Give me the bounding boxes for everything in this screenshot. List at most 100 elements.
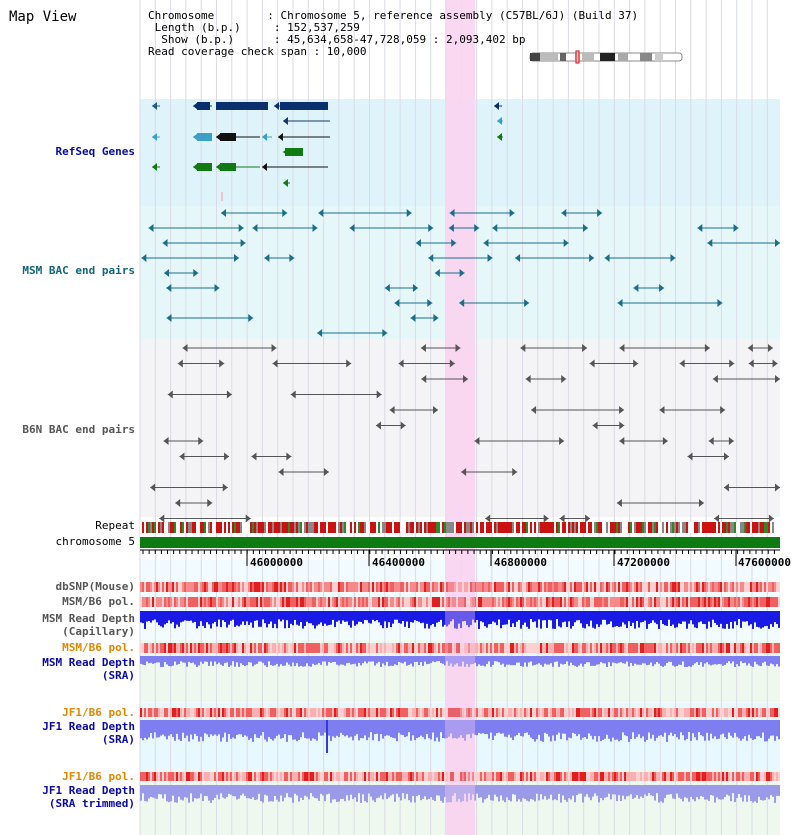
- polymorphism-bin: [556, 708, 558, 717]
- polymorphism-bin: [772, 582, 774, 592]
- dbsnp-track-label[interactable]: dbSNP(Mouse): [55, 580, 135, 593]
- msm-pol-sra-label[interactable]: MSM/B6 pol.: [62, 641, 135, 654]
- polymorphism-bin: [700, 643, 702, 653]
- repeat-block: [376, 522, 378, 533]
- read-depth-bin: [190, 611, 192, 621]
- polymorphism-bin: [354, 582, 356, 592]
- bac-end-marker: [410, 314, 416, 322]
- bac-end-marker: [697, 224, 703, 232]
- polymorphism-bin: [618, 597, 620, 607]
- polymorphism-bin: [752, 643, 754, 653]
- b6n-bac-track-label[interactable]: B6N BAC end pairs: [22, 423, 135, 436]
- polymorphism-bin: [308, 772, 310, 781]
- jf1-depth-sra-label-1[interactable]: JF1 Read Depth: [42, 720, 135, 733]
- read-depth-bin: [438, 656, 440, 662]
- polymorphism-bin: [614, 643, 616, 653]
- refseq-track-label[interactable]: RefSeq Genes: [55, 145, 135, 158]
- read-depth-bin: [700, 785, 702, 797]
- polymorphism-bin: [546, 708, 548, 717]
- polymorphism-bin: [464, 643, 466, 653]
- read-depth-bin: [670, 656, 672, 662]
- read-depth-bin: [666, 785, 668, 795]
- repeat-block: [294, 522, 296, 533]
- read-depth-bin: [416, 720, 418, 739]
- read-depth-bin: [404, 785, 406, 799]
- read-depth-bin: [476, 785, 478, 794]
- read-depth-bin: [194, 611, 196, 622]
- polymorphism-bin: [206, 582, 208, 592]
- polymorphism-bin: [590, 708, 592, 717]
- read-depth-bin: [212, 785, 214, 801]
- repeat-block: [544, 522, 546, 533]
- read-depth-bin: [474, 611, 476, 623]
- bac-end-marker: [394, 299, 400, 307]
- bac-end-marker: [633, 359, 639, 368]
- polymorphism-bin: [466, 643, 468, 653]
- polymorphism-bin: [440, 772, 442, 781]
- polymorphism-bin: [494, 708, 496, 717]
- msm-depth-capillary-label-1[interactable]: MSM Read Depth: [42, 612, 135, 625]
- polymorphism-bin: [306, 582, 308, 592]
- bac-end-marker: [421, 375, 427, 383]
- polymorphism-bin: [408, 582, 410, 592]
- read-depth-bin: [306, 611, 308, 622]
- msm-pol-capillary-label[interactable]: MSM/B6 pol.: [62, 595, 135, 608]
- polymorphism-bin: [650, 597, 652, 607]
- jf1-pol-label[interactable]: JF1/B6 pol.: [62, 706, 135, 719]
- read-depth-bin: [722, 720, 724, 734]
- polymorphism-bin: [286, 643, 288, 653]
- polymorphism-bin: [234, 643, 236, 653]
- polymorphism-bin: [142, 772, 144, 781]
- read-depth-bin: [208, 720, 210, 737]
- polymorphism-bin: [288, 772, 290, 781]
- read-depth-bin: [448, 785, 450, 803]
- read-depth-bin: [202, 720, 204, 742]
- polymorphism-bin: [248, 597, 250, 607]
- repeat-block: [502, 522, 504, 533]
- polymorphism-bin: [738, 597, 740, 607]
- read-depth-bin: [438, 785, 440, 796]
- polymorphism-bin: [584, 582, 586, 592]
- polymorphism-bin: [556, 772, 558, 781]
- polymorphism-bin: [608, 772, 610, 781]
- polymorphism-bin: [472, 708, 474, 717]
- polymorphism-bin: [202, 708, 204, 717]
- read-depth-bin: [672, 656, 674, 666]
- polymorphism-bin: [342, 708, 344, 717]
- repeat-block: [260, 522, 262, 533]
- polymorphism-bin: [590, 582, 592, 592]
- polymorphism-bin: [406, 582, 408, 592]
- read-depth-bin: [662, 720, 664, 737]
- read-depth-bin: [762, 785, 764, 801]
- msm-bac-track-label[interactable]: MSM BAC end pairs: [22, 264, 135, 277]
- polymorphism-bin: [184, 582, 186, 592]
- read-depth-bin: [238, 611, 240, 627]
- bac-end-marker: [585, 514, 591, 523]
- read-depth-bin: [210, 720, 212, 735]
- read-depth-bin: [638, 611, 640, 628]
- polymorphism-bin: [614, 597, 616, 607]
- polymorphism-bin: [178, 643, 180, 653]
- polymorphism-bin: [564, 597, 566, 607]
- repeat-block: [698, 522, 700, 533]
- polymorphism-bin: [272, 597, 274, 607]
- read-depth-bin: [686, 720, 688, 740]
- polymorphism-bin: [384, 772, 386, 781]
- jf1-depth-trimmed-label-1[interactable]: JF1 Read Depth: [42, 784, 135, 797]
- read-depth-bin: [614, 785, 616, 795]
- read-depth-bin: [462, 785, 464, 802]
- jf1-pol-trimmed-label[interactable]: JF1/B6 pol.: [62, 770, 135, 783]
- bac-end-marker: [346, 359, 352, 368]
- polymorphism-bin: [236, 708, 238, 717]
- bac-end-marker: [272, 359, 278, 368]
- read-depth-bin: [190, 785, 192, 794]
- polymorphism-bin: [414, 643, 416, 653]
- read-depth-bin: [340, 785, 342, 799]
- polymorphism-bin: [552, 643, 554, 653]
- repeat-block: [356, 522, 358, 533]
- msm-depth-sra-label-1[interactable]: MSM Read Depth: [42, 656, 135, 669]
- polymorphism-bin: [760, 708, 762, 717]
- read-depth-bin: [652, 720, 654, 735]
- polymorphism-bin: [616, 772, 618, 781]
